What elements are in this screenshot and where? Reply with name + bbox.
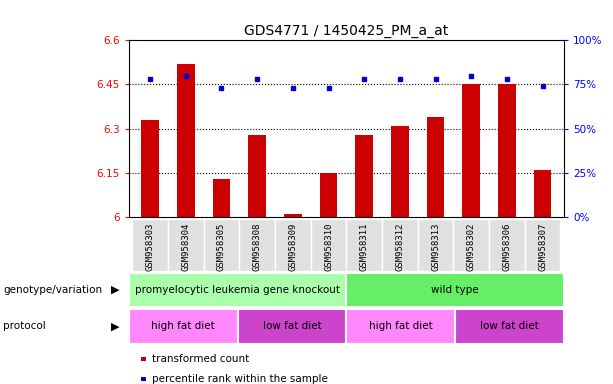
Bar: [346, 219, 382, 271]
Bar: [132, 219, 168, 271]
Bar: [534, 170, 552, 217]
Text: GSM958312: GSM958312: [395, 223, 405, 271]
Text: transformed count: transformed count: [152, 354, 249, 364]
Text: GSM958307: GSM958307: [538, 223, 547, 271]
Text: GSM958305: GSM958305: [217, 223, 226, 271]
Text: GSM958306: GSM958306: [503, 223, 511, 271]
Bar: [427, 117, 444, 217]
Bar: [454, 219, 489, 271]
Text: GSM958310: GSM958310: [324, 223, 333, 271]
Bar: [275, 219, 311, 271]
Bar: [129, 273, 346, 307]
Text: high fat diet: high fat diet: [369, 321, 433, 331]
Title: GDS4771 / 1450425_PM_a_at: GDS4771 / 1450425_PM_a_at: [244, 24, 449, 38]
Bar: [177, 64, 195, 217]
Text: low fat diet: low fat diet: [262, 321, 321, 331]
Bar: [248, 134, 266, 217]
Bar: [237, 309, 346, 344]
Bar: [382, 219, 417, 271]
Text: GSM958303: GSM958303: [146, 223, 154, 271]
Bar: [489, 219, 525, 271]
Text: GSM958309: GSM958309: [288, 223, 297, 271]
Bar: [346, 309, 455, 344]
Text: GSM958313: GSM958313: [431, 223, 440, 271]
Text: ▶: ▶: [111, 285, 120, 295]
Bar: [311, 219, 346, 271]
Bar: [462, 84, 480, 217]
Text: GSM958308: GSM958308: [253, 223, 262, 271]
Bar: [356, 134, 373, 217]
Bar: [284, 214, 302, 217]
Text: high fat diet: high fat diet: [151, 321, 215, 331]
Text: ▶: ▶: [111, 321, 120, 331]
Bar: [213, 179, 230, 217]
Text: promyelocytic leukemia gene knockout: promyelocytic leukemia gene knockout: [135, 285, 340, 295]
Text: low fat diet: low fat diet: [480, 321, 539, 331]
Bar: [204, 219, 239, 271]
Text: wild type: wild type: [432, 285, 479, 295]
Bar: [141, 120, 159, 217]
Bar: [455, 309, 564, 344]
Text: GSM958302: GSM958302: [466, 223, 476, 271]
Bar: [391, 126, 409, 217]
Bar: [525, 219, 560, 271]
Bar: [346, 273, 564, 307]
Text: GSM958311: GSM958311: [360, 223, 368, 271]
Bar: [417, 219, 454, 271]
Bar: [319, 173, 337, 217]
Bar: [168, 219, 204, 271]
Bar: [129, 309, 237, 344]
Text: genotype/variation: genotype/variation: [3, 285, 102, 295]
Bar: [239, 219, 275, 271]
Text: protocol: protocol: [3, 321, 46, 331]
Text: percentile rank within the sample: percentile rank within the sample: [152, 374, 327, 384]
Text: GSM958304: GSM958304: [181, 223, 190, 271]
Bar: [498, 84, 516, 217]
